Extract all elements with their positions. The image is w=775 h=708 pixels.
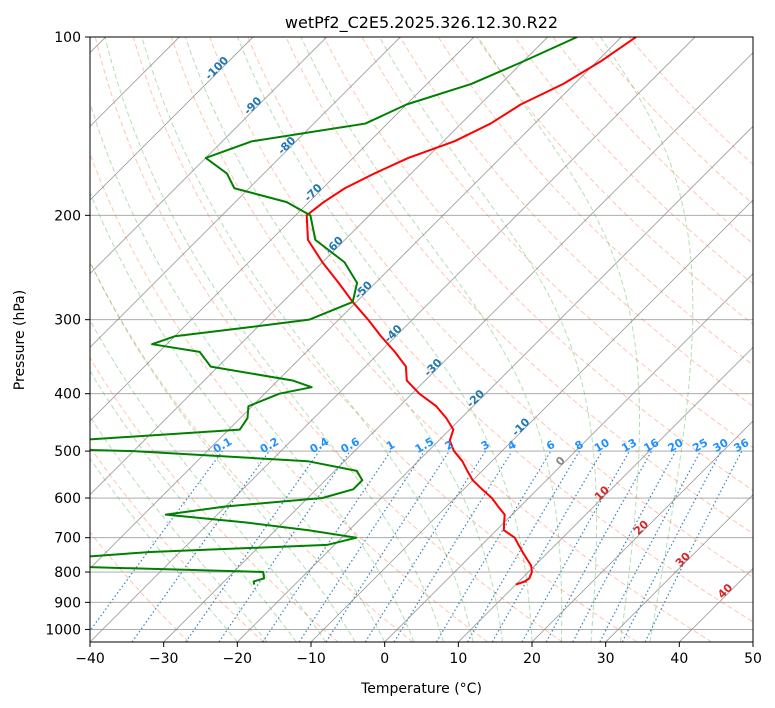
x-tick-label: 50	[744, 651, 762, 667]
mixing-ratio-line	[572, 450, 677, 642]
dry-adiabat-line	[90, 356, 339, 642]
x-tick-label: −40	[75, 651, 105, 667]
mixing-ratio-line	[218, 450, 351, 642]
moist-adiabat-line	[599, 37, 694, 642]
dry-adiabat-line	[590, 37, 753, 205]
isotherm-line	[90, 37, 254, 201]
moist-adiabat-line	[141, 37, 474, 642]
profile-series	[90, 37, 637, 586]
x-tick-label: −20	[223, 651, 253, 667]
moist-adiabat-line	[104, 37, 445, 642]
y-tick-label: 800	[54, 565, 81, 581]
isotherm-line	[384, 273, 753, 642]
plot-frame	[89, 36, 754, 643]
y-axis-label: Pressure (hPa)	[12, 290, 28, 390]
isotherm-line	[90, 37, 401, 348]
moist-adiabat-line	[184, 37, 504, 642]
isotherm-line	[458, 346, 753, 642]
moist-adiabat-line	[90, 415, 268, 642]
isotherm-line	[90, 37, 327, 275]
x-tick-label: 30	[597, 651, 615, 667]
mixing-ratio-line	[325, 450, 450, 642]
dewpoint-profile-line	[90, 37, 578, 585]
moist-adiabat-line	[90, 260, 356, 642]
x-tick-label: −10	[296, 651, 326, 667]
x-tick-label: 40	[670, 651, 688, 667]
moist-adiabat-line	[379, 37, 598, 642]
moist-adiabat-line	[90, 369, 297, 642]
moist-adiabat-line	[90, 100, 415, 642]
isotherm-line	[605, 494, 753, 642]
y-tick-label: 500	[54, 444, 81, 460]
y-tick-label: 1000	[45, 622, 81, 638]
isotherm-line	[90, 37, 548, 496]
y-tick-label: 200	[54, 208, 81, 224]
isotherm-line	[90, 37, 696, 642]
mixing-ratio-line	[393, 450, 513, 642]
mixing-ratio-line	[491, 450, 603, 642]
isotherm-line	[90, 37, 475, 422]
dry-adiabat-line	[171, 37, 713, 642]
temperature-profile-line	[305, 37, 637, 586]
grid-lines	[90, 37, 753, 642]
dry-adiabat-line	[476, 37, 753, 325]
y-tick-label: 100	[54, 30, 81, 46]
mixing-ratio-line	[521, 450, 631, 642]
isotherm-line	[531, 420, 753, 642]
mixing-ratio-line	[131, 450, 270, 642]
dry-adiabat-line	[285, 37, 753, 535]
y-axis-ticks: 100 200 300 400 500 600 700 800 900 1000	[45, 30, 90, 638]
y-tick-label: 300	[54, 313, 81, 329]
dry-adiabat-line	[90, 260, 414, 642]
x-tick-label: 10	[449, 651, 467, 667]
moist-adiabat-line	[90, 319, 327, 642]
isotherm-line	[90, 37, 622, 569]
moist-adiabat-line	[90, 457, 238, 642]
y-tick-label: 600	[54, 491, 81, 507]
isotherm-line	[310, 199, 753, 642]
x-axis-ticks: −40 −30 −20 −10 0 10 20 30 40 50	[75, 642, 762, 667]
isotherm-line	[163, 52, 753, 642]
dry-adiabat-line	[247, 37, 753, 578]
y-tick-label: 400	[54, 387, 81, 403]
dry-adiabat-line	[323, 37, 753, 491]
dry-adiabat-line	[90, 531, 190, 642]
mixing-ratio-line	[90, 450, 223, 632]
dry-adiabat-line	[399, 37, 753, 407]
mixing-ratio-line	[364, 450, 486, 642]
chart-title: wetPf2_C2E5.2025.326.12.30.R22	[285, 13, 558, 33]
x-tick-label: −30	[149, 651, 179, 667]
dry-adiabat-line	[552, 37, 753, 245]
y-tick-label: 900	[54, 595, 81, 611]
dry-adiabat-line	[209, 37, 753, 623]
y-tick-label: 700	[54, 531, 81, 547]
dry-adiabat-line	[132, 37, 638, 642]
dry-adiabat-line	[94, 37, 563, 642]
moist-adiabat-line	[237, 37, 533, 642]
x-tick-label: 20	[523, 651, 541, 667]
dry-adiabat-line	[438, 37, 753, 366]
mixing-ratio-line	[435, 450, 552, 642]
x-tick-label: 0	[380, 651, 389, 667]
mixing-ratio-line	[466, 450, 580, 642]
mixing-ratio-line	[185, 450, 320, 642]
x-axis-label: Temperature (°C)	[360, 681, 482, 697]
